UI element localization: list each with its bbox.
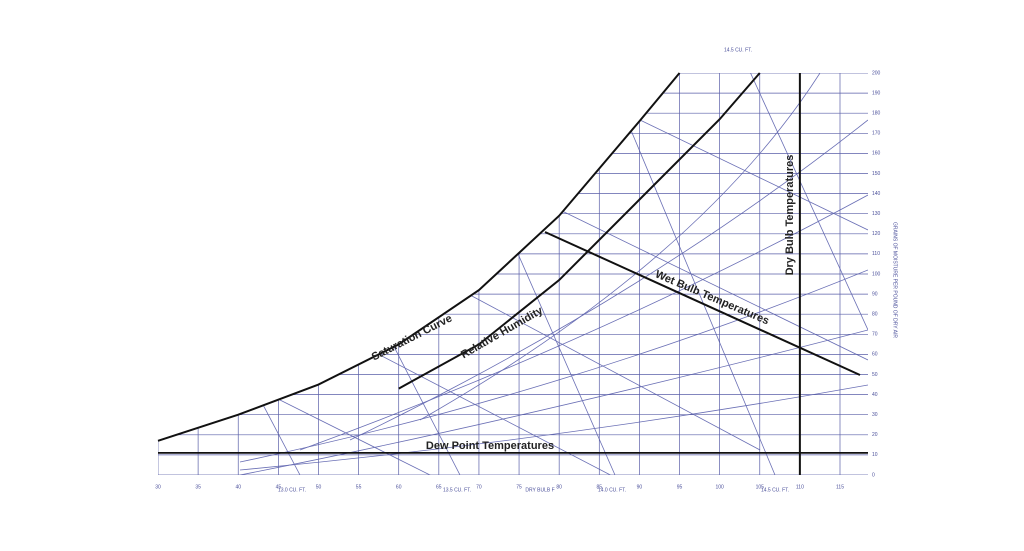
decor-lines: [239, 73, 868, 475]
y-tick-label: 160: [872, 151, 881, 157]
x-tick-label: 95: [677, 484, 683, 490]
wb-line: [469, 294, 761, 451]
rh-curve: [299, 194, 868, 451]
y-tick-label: 80: [872, 312, 878, 318]
x-tick-label: 55: [356, 484, 362, 490]
wb-line: [639, 119, 868, 231]
y-tick-label: 30: [872, 412, 878, 418]
x-tick-label: 40: [235, 484, 241, 490]
vol-line: [739, 73, 868, 331]
volume-label: 14.5 CU. FT.: [724, 47, 752, 53]
x-tick-label: 65: [436, 484, 442, 490]
x-tick-label: 90: [637, 484, 643, 490]
y-tick-label: 20: [872, 432, 878, 438]
x-tick-label: 100: [715, 484, 724, 490]
y-tick-label: 150: [872, 171, 881, 177]
x-tick-label: 85: [597, 484, 603, 490]
annotation: Dry Bulb Temperatures: [784, 155, 796, 276]
x-axis-label: DRY BULB F: [525, 487, 554, 493]
volume-label: 13.0 CU. FT.: [278, 487, 306, 493]
wb-line: [559, 209, 868, 361]
x-tick-label: 75: [516, 484, 522, 490]
y-tick-label: 180: [872, 111, 881, 117]
x-tick-label: 50: [316, 484, 322, 490]
x-tick-label: 110: [796, 484, 804, 490]
y-tick-label: 120: [872, 231, 881, 237]
y-tick-label: 0: [872, 472, 875, 478]
y-tick-label: 170: [872, 131, 881, 137]
y-tick-label: 60: [872, 352, 878, 358]
vol-line: [609, 79, 776, 475]
annotation: Relative Humidity: [459, 304, 546, 361]
rh-curve: [239, 269, 868, 463]
y-tick-label: 100: [872, 271, 881, 277]
y-tick-label: 130: [872, 211, 881, 217]
rh-curve: [239, 384, 868, 471]
wet-bulb-label: Wet Bulb Temperatures: [653, 268, 770, 327]
volume-label: 13.5 CU. FT.: [443, 487, 471, 493]
rh-curve: [349, 119, 868, 441]
y-tick-label: 40: [872, 392, 878, 398]
x-tick-label: 105: [756, 484, 765, 490]
x-tick-label: 30: [155, 484, 161, 490]
x-tick-label: 70: [476, 484, 482, 490]
y-axis-label: GRAINS OF MOISTURE PER POUND OF DRY AIR: [892, 222, 898, 338]
curve: [398, 72, 761, 390]
wb-line: [279, 399, 441, 475]
y-tick-label: 140: [872, 191, 881, 197]
annotation: Dew Point Temperatures: [426, 440, 554, 452]
grid-area: [158, 73, 868, 475]
x-tick-label: 35: [195, 484, 201, 490]
x-tick-label: 60: [396, 484, 402, 490]
x-tick-label: 45: [276, 484, 282, 490]
curve: [157, 72, 681, 442]
y-tick-label: 50: [872, 372, 878, 378]
y-tick-label: 110: [872, 251, 880, 257]
annotation: Saturation Curve: [370, 312, 454, 363]
y-tick-label: 10: [872, 452, 878, 458]
x-tick-label: 115: [836, 484, 844, 490]
y-tick-label: 200: [872, 70, 881, 76]
y-tick-label: 190: [872, 90, 881, 96]
volume-label: 14.0 CU. FT.: [598, 487, 626, 493]
x-tick-label: 80: [556, 484, 562, 490]
volume-label: 14.5 CU. FT.: [761, 487, 789, 493]
y-tick-label: 70: [872, 332, 878, 338]
y-tick-label: 90: [872, 291, 878, 297]
rh-curve: [419, 73, 821, 421]
wet-bulb-line: [544, 231, 861, 376]
wb-line: [379, 354, 621, 475]
